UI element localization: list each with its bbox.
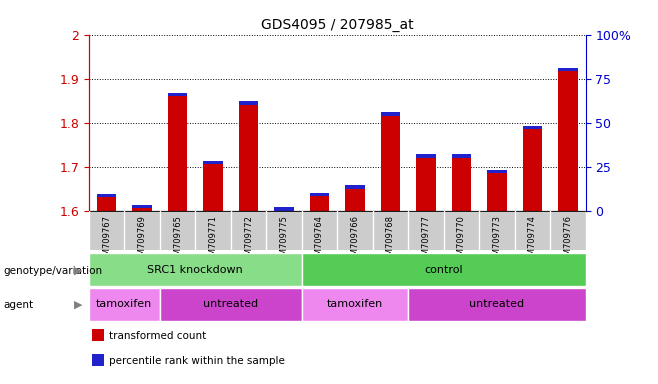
Bar (168, 94, 188, 211)
Text: GSM709777: GSM709777 (421, 215, 430, 266)
Text: ▶: ▶ (74, 266, 82, 276)
Text: control: control (424, 265, 463, 275)
Text: agent: agent (3, 300, 34, 310)
Bar (408, 288, 586, 321)
Text: SRC1 knockdown: SRC1 knockdown (147, 265, 243, 275)
Text: GSM709772: GSM709772 (244, 215, 253, 266)
Bar (274, 209, 293, 211)
Text: untreated: untreated (469, 299, 524, 310)
Text: GSM709767: GSM709767 (102, 215, 111, 266)
Bar (345, 185, 365, 189)
Bar (381, 113, 400, 116)
Text: GSM709764: GSM709764 (315, 215, 324, 266)
Bar (160, 288, 302, 321)
Text: percentile rank within the sample: percentile rank within the sample (109, 356, 284, 366)
Text: tamoxifen: tamoxifen (96, 299, 153, 310)
Bar (558, 70, 578, 211)
Bar (97, 194, 116, 197)
Bar (168, 93, 188, 96)
Bar (274, 207, 293, 210)
Text: GSM709768: GSM709768 (386, 215, 395, 266)
Bar (310, 193, 329, 196)
Bar (310, 194, 329, 211)
Bar (89, 288, 160, 321)
Bar (89, 253, 302, 286)
Text: GSM709769: GSM709769 (138, 215, 147, 266)
Bar (203, 162, 223, 211)
Bar (239, 103, 259, 211)
Bar (558, 68, 578, 71)
Bar (302, 288, 408, 321)
Bar (416, 154, 436, 157)
Text: GSM709774: GSM709774 (528, 215, 537, 266)
Bar (522, 127, 542, 211)
Text: GSM709771: GSM709771 (209, 215, 218, 266)
Text: tamoxifen: tamoxifen (327, 299, 383, 310)
Bar (132, 205, 152, 209)
Bar (487, 170, 507, 173)
Text: GSM709775: GSM709775 (280, 215, 288, 266)
Bar (345, 187, 365, 211)
Bar (239, 101, 259, 104)
Bar (97, 196, 116, 211)
Bar (416, 156, 436, 211)
Text: genotype/variation: genotype/variation (3, 266, 103, 276)
Text: transformed count: transformed count (109, 331, 206, 341)
Text: GSM709770: GSM709770 (457, 215, 466, 266)
Title: GDS4095 / 207985_at: GDS4095 / 207985_at (261, 18, 413, 32)
Text: ▶: ▶ (74, 300, 82, 310)
Text: GSM709776: GSM709776 (563, 215, 572, 266)
Bar (487, 171, 507, 211)
Bar (522, 126, 542, 129)
Bar (451, 154, 471, 157)
Bar (381, 114, 400, 211)
Text: GSM709773: GSM709773 (492, 215, 501, 266)
Text: untreated: untreated (203, 299, 259, 310)
Bar (451, 156, 471, 211)
Text: GSM709765: GSM709765 (173, 215, 182, 266)
Bar (302, 253, 586, 286)
Text: GSM709766: GSM709766 (351, 215, 359, 266)
Bar (203, 161, 223, 164)
Bar (132, 207, 152, 211)
